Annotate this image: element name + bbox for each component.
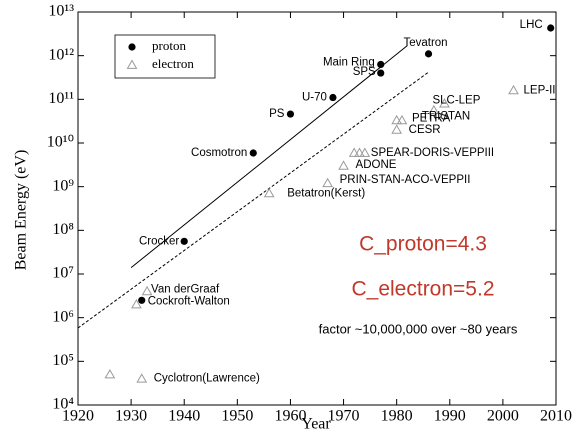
legend-marker bbox=[128, 43, 136, 51]
y-tick-label: 10⁶ bbox=[52, 308, 74, 325]
electron-point bbox=[141, 285, 153, 296]
electron-point bbox=[359, 147, 371, 157]
point-label: SPS bbox=[353, 66, 376, 78]
proton-point bbox=[286, 110, 295, 118]
proton-point bbox=[180, 237, 188, 245]
fit-line bbox=[77, 71, 429, 329]
point-label: PETRA bbox=[412, 112, 451, 124]
proton-point bbox=[329, 93, 337, 102]
x-axis-label: Year bbox=[301, 416, 331, 433]
y-tick-label: 10¹³ bbox=[48, 3, 74, 20]
x-tick-label: 1990 bbox=[434, 408, 466, 425]
proton-point bbox=[138, 296, 146, 304]
electron-point bbox=[131, 299, 142, 309]
y-tick-label: 10¹¹ bbox=[48, 90, 74, 107]
y-tick-label: 10⁵ bbox=[52, 352, 74, 369]
legend-box bbox=[114, 34, 216, 79]
point-label: Main Ring bbox=[323, 56, 375, 68]
y-tick-label: 10⁸ bbox=[52, 221, 74, 238]
electron-point bbox=[263, 187, 275, 198]
point-label: SPEAR-DORIS-VEPPIII bbox=[371, 147, 494, 159]
electron-point bbox=[354, 147, 365, 157]
electron-point bbox=[439, 98, 450, 108]
x-tick-label: 1960 bbox=[274, 408, 306, 425]
electron-point bbox=[104, 368, 116, 379]
point-label: LEP-II bbox=[524, 84, 556, 96]
proton-point bbox=[249, 149, 257, 157]
proton-point bbox=[377, 69, 385, 77]
x-tick-label: 1970 bbox=[328, 408, 360, 425]
legend-label: electron bbox=[152, 56, 194, 71]
x-tick-label: 1930 bbox=[115, 408, 147, 425]
x-tick-label: 2010 bbox=[540, 408, 572, 425]
fit-line bbox=[130, 45, 408, 269]
point-label: LHC bbox=[520, 19, 543, 31]
y-tick-label: 10⁷ bbox=[52, 265, 74, 282]
point-label: Cosmotron bbox=[191, 147, 247, 159]
proton-point bbox=[424, 50, 433, 58]
x-tick-label: 1940 bbox=[168, 408, 200, 425]
x-tick-label: 1950 bbox=[221, 408, 253, 425]
point-label: CESR bbox=[409, 124, 441, 136]
electron-point bbox=[136, 373, 148, 383]
annotation: factor ~10,000,000 over ~80 years bbox=[319, 321, 518, 336]
electron-point bbox=[391, 124, 403, 134]
y-tick-label: 10¹⁰ bbox=[47, 134, 74, 151]
y-tick-label: 10⁴ bbox=[52, 396, 74, 413]
point-label: TRISTAN bbox=[422, 110, 470, 122]
x-tick-label: 1980 bbox=[381, 408, 413, 425]
legend-marker bbox=[126, 59, 138, 69]
electron-point bbox=[338, 160, 349, 170]
point-label: U-70 bbox=[302, 92, 327, 104]
point-label: Crocker bbox=[139, 235, 179, 247]
point-label: PS bbox=[269, 108, 285, 120]
annotation: C_proton=4.3 bbox=[359, 233, 487, 256]
x-tick-label: 1920 bbox=[62, 408, 94, 425]
y-tick-label: 10¹² bbox=[48, 46, 74, 63]
point-label: Cyclotron(Lawrence) bbox=[154, 373, 260, 385]
x-tick-label: 2000 bbox=[487, 408, 519, 425]
point-label: ADONE bbox=[356, 159, 397, 171]
electron-point bbox=[396, 114, 408, 125]
annotation: C_electron=5.2 bbox=[351, 278, 494, 301]
y-axis-label: Beam Energy (eV) bbox=[13, 150, 30, 271]
electron-point bbox=[322, 177, 333, 188]
y-tick-label: 10⁹ bbox=[52, 177, 74, 194]
point-label: SLC-LEP bbox=[432, 95, 480, 107]
electron-point bbox=[348, 147, 360, 157]
point-label: Van derGraaf bbox=[151, 283, 220, 295]
point-label: Betatron(Kerst) bbox=[287, 187, 365, 199]
plot-frame bbox=[77, 11, 557, 406]
proton-point bbox=[547, 24, 555, 32]
electron-point bbox=[428, 104, 440, 115]
point-label: Tevatron bbox=[403, 37, 447, 49]
point-label: Cockroft-Walton bbox=[148, 295, 230, 307]
point-label: PRIN-STAN-ACO-VEPPII bbox=[340, 174, 471, 186]
legend-label: proton bbox=[152, 38, 186, 53]
electron-point bbox=[391, 114, 403, 125]
proton-point bbox=[377, 60, 385, 69]
electron-point bbox=[508, 84, 519, 95]
